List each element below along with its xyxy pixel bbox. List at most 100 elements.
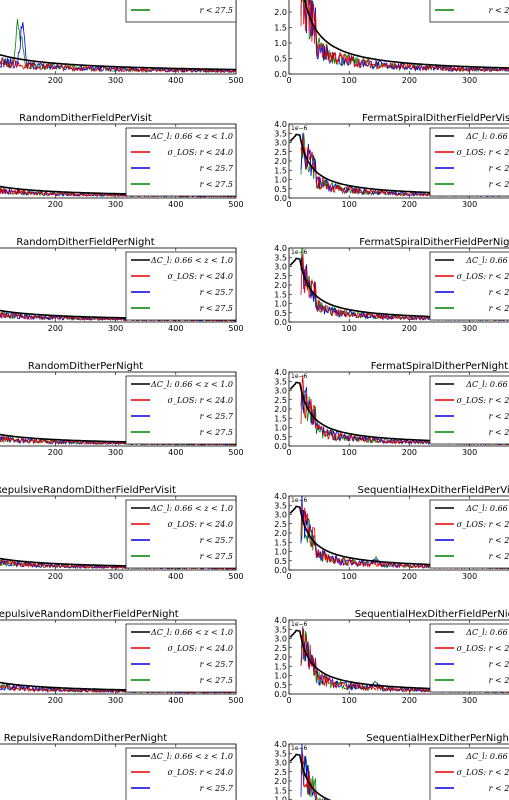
y-tick-label: 3.5: [274, 749, 287, 758]
legend-label: r < 27.: [489, 304, 509, 313]
legend-label: σ_LOS: r < 24.0: [168, 768, 233, 777]
data-series: [300, 0, 509, 73]
legend-label: r < 25.7: [200, 288, 234, 297]
x-tick-label: 200: [48, 76, 63, 85]
legend-label: r < 27.: [489, 428, 509, 437]
x-tick-label: 200: [48, 200, 63, 209]
x-tick-label: 200: [402, 572, 417, 581]
chart-panel-8: RepulsiveRandomDitherFieldPerVisit 200 300…: [0, 485, 244, 581]
y-tick-label: 2.0: [274, 777, 287, 786]
y-tick-label: 1.0: [274, 300, 287, 309]
y-tick-label: 3.0: [274, 139, 287, 148]
legend-label: σ_LOS: r < 24.: [457, 272, 509, 281]
y-tick-label: 3.5: [274, 377, 287, 386]
chart-title: RandomDitherFieldPerNight: [16, 237, 154, 248]
chart-title: SequentialHexDitherFieldPerNight: [355, 609, 509, 620]
chart-title: SequentialHexDitherFieldPerVisit: [357, 485, 509, 496]
y-tick-label: 1.5: [274, 414, 287, 423]
legend-label: σ_LOS: r < 24.: [457, 148, 509, 157]
y-tick-label: 2.0: [274, 405, 287, 414]
y-scale-label: 1e−6: [291, 497, 308, 504]
chart-title: SequentialHexDitherPerNight: [366, 733, 509, 744]
legend-label: ΔC_l: 0.66 < z < 1.0: [150, 504, 233, 513]
legend-label: σ_LOS: r < 24.0: [168, 148, 233, 157]
x-tick-label: 300: [462, 696, 477, 705]
chart-panel-4: RandomDitherFieldPerNight 200 300 400 500 ΔC_…: [0, 237, 244, 333]
y-tick-label: 4.0: [274, 616, 287, 625]
y-tick-label: 1.0: [274, 176, 287, 185]
data-series: [0, 19, 236, 74]
legend-label: ΔC_l: 0.66 < z < 1.0: [150, 132, 233, 141]
y-tick-label: 3.0: [274, 635, 287, 644]
x-tick-label: 500: [228, 324, 243, 333]
y-tick-label: 2.5: [274, 768, 287, 777]
x-tick-label: 100: [342, 448, 357, 457]
y-tick-label: 3.0: [274, 387, 287, 396]
legend-label: r < 27.5: [200, 304, 233, 313]
chart-title: RandomDitherPerNight: [28, 361, 143, 372]
legend-label: ΔC_l: 0.66 <: [465, 752, 509, 761]
y-tick-label: 1.0: [274, 796, 287, 800]
y-tick-label: 1.0: [274, 548, 287, 557]
legend-label: σ_LOS: r < 24.0: [168, 272, 233, 281]
y-tick-label: 1.0: [274, 424, 287, 433]
x-tick-label: 200: [402, 76, 417, 85]
legend-label: r < 25.7: [200, 784, 234, 793]
legend-label: r < 27.: [489, 6, 509, 15]
chart-panel-5: FermatSpiralDitherFieldPerNight 0 100 200 30…: [274, 237, 509, 333]
series-line-model: [0, 53, 236, 71]
y-tick-label: 2.0: [274, 157, 287, 166]
chart-panel-7: FermatSpiralDitherPerNight 0 100 200 300 0.00…: [274, 361, 509, 457]
y-tick-label: 4.0: [274, 740, 287, 749]
legend-label: ΔC_l: 0.66 <: [465, 504, 509, 513]
legend-label: σ_LOS: r < 24.0: [168, 396, 233, 405]
y-tick-label: 2.5: [274, 148, 287, 157]
y-tick-label: 1.0: [274, 672, 287, 681]
y-tick-label: 2.5: [274, 396, 287, 405]
chart-panel-12: RepulsiveRandomDitherPerNight ΔC_l: 0.66 …: [0, 733, 237, 800]
legend-label: σ_LOS: r < 24.: [457, 768, 509, 777]
legend-label: r < 25.7: [200, 412, 234, 421]
legend-label: σ_LOS: r < 24.: [457, 644, 509, 653]
x-tick-label: 300: [108, 324, 123, 333]
y-tick-label: 2.0: [274, 653, 287, 662]
chart-panel-3: FermatSpiralDitherFieldPerVisit 0 100 200 30…: [274, 113, 509, 209]
y-tick-label: 1.5: [274, 662, 287, 671]
x-tick-label: 300: [108, 448, 123, 457]
legend-label: r < 25.: [489, 660, 509, 669]
legend-label: r < 27.5: [200, 552, 233, 561]
x-tick-label: 0: [286, 448, 291, 457]
x-tick-label: 200: [402, 448, 417, 457]
legend-label: σ_LOS: r < 24.0: [168, 644, 233, 653]
x-tick-label: 100: [342, 324, 357, 333]
legend-label: ΔC_l: 0.66 <: [465, 132, 509, 141]
x-tick-label: 0: [286, 76, 291, 85]
y-tick-label: 4.0: [274, 244, 287, 253]
chart-title: RepulsiveRandomDitherPerNight: [4, 733, 167, 744]
series-line-1: [0, 58, 236, 74]
y-tick-label: 1.5: [274, 166, 287, 175]
legend-label: r < 27.: [489, 180, 509, 189]
legend-label: r < 25.: [489, 536, 509, 545]
x-tick-label: 300: [462, 76, 477, 85]
x-tick-label: 0: [286, 324, 291, 333]
x-tick-label: 400: [168, 324, 183, 333]
legend-box: [125, 0, 237, 23]
legend-label: σ_LOS: r < 24.: [457, 396, 509, 405]
y-tick-label: 0.5: [274, 433, 287, 442]
y-tick-label: 0.5: [274, 185, 287, 194]
y-tick-label: 3.0: [274, 759, 287, 768]
x-tick-label: 300: [462, 448, 477, 457]
legend-label: r < 27.5: [200, 676, 233, 685]
x-tick-label: 300: [462, 200, 477, 209]
y-tick-label: 3.5: [274, 625, 287, 634]
y-tick-label: 1.5: [274, 24, 287, 33]
x-tick-label: 100: [342, 572, 357, 581]
legend-label: σ_LOS: r < 24.: [457, 520, 509, 529]
y-tick-label: 0.5: [274, 557, 287, 566]
x-tick-label: 400: [168, 696, 183, 705]
y-tick-label: 2.5: [274, 644, 287, 653]
legend-label: r < 25.: [489, 164, 509, 173]
